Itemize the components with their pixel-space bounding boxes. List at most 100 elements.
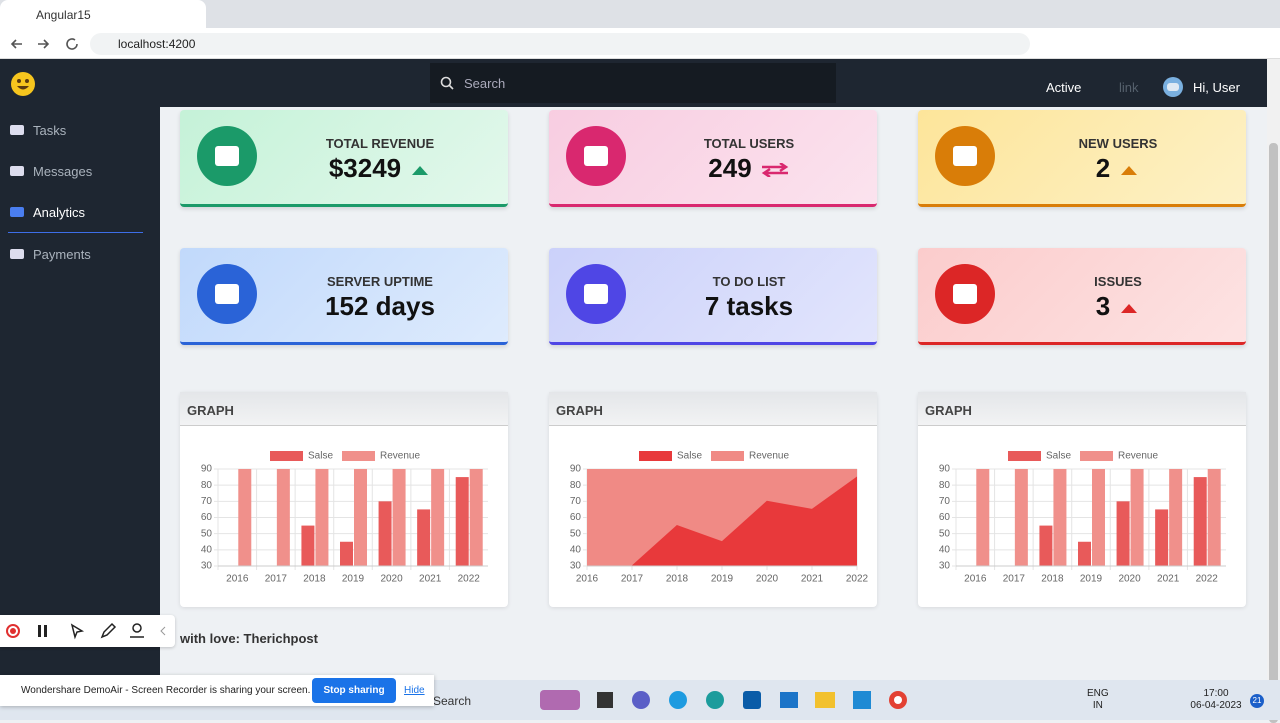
- sidebar-item[interactable]: Payments: [33, 247, 91, 262]
- legend-swatch: [342, 451, 375, 461]
- active-indicator: [8, 232, 143, 233]
- icon-shape: [10, 166, 24, 176]
- stop-sharing-button[interactable]: Stop sharing: [312, 678, 396, 703]
- sidebar-icon: [10, 166, 24, 176]
- x-tick-label: 2021: [1157, 574, 1180, 585]
- clock[interactable]: 17:00 06-04-2023: [1188, 688, 1244, 712]
- trend-icon: [761, 161, 788, 179]
- notification-badge[interactable]: 21: [1250, 694, 1264, 708]
- bar: [1130, 469, 1144, 566]
- graph-title: GRAPH: [180, 392, 508, 426]
- card-value: 2: [1095, 153, 1111, 183]
- y-tick-label: 50: [201, 528, 213, 539]
- legend-swatch: [639, 451, 672, 461]
- plot-area: [587, 469, 857, 566]
- x-tick-label: 2017: [621, 574, 644, 585]
- y-tick-label: 40: [939, 544, 951, 555]
- x-tick-label: 2018: [666, 574, 689, 585]
- bar: [392, 469, 406, 566]
- sidebar-icon: [10, 125, 24, 135]
- user-menu[interactable]: Hi, User: [1193, 80, 1240, 95]
- card-value: 3: [1095, 291, 1111, 321]
- browser-tab[interactable]: Angular15: [0, 0, 206, 28]
- bar: [276, 469, 290, 566]
- time: 17:00: [1203, 688, 1229, 699]
- y-tick-label: 60: [570, 512, 582, 523]
- nav-link[interactable]: link: [1119, 80, 1139, 95]
- y-tick-label: 90: [201, 464, 213, 475]
- legend-swatch: [1008, 451, 1041, 461]
- card-value-row: $3249: [280, 153, 480, 184]
- area: [587, 476, 857, 566]
- search-box[interactable]: Search: [430, 63, 836, 103]
- lang-region: IN: [1092, 700, 1103, 711]
- taskbar-search[interactable]: Search: [433, 694, 472, 708]
- bar: [238, 469, 252, 566]
- y-tick-label: 80: [201, 480, 213, 491]
- legend-label: Salse: [1046, 451, 1071, 462]
- card-value-row: 3: [1018, 291, 1218, 322]
- scrollbar[interactable]: [1267, 59, 1280, 723]
- x-tick-label: 2019: [711, 574, 734, 585]
- x-tick-label: 2018: [1041, 574, 1064, 585]
- y-tick-label: 40: [570, 544, 582, 555]
- graph-card: GRAPH Salse Revenue 30 40 50 60 70 80 90 2016 2017 2…: [918, 392, 1246, 607]
- bar: [378, 501, 392, 566]
- legend-swatch: [711, 451, 744, 461]
- y-tick-label: 50: [939, 528, 951, 539]
- y-tick-label: 90: [570, 464, 582, 475]
- icon-shape: [10, 249, 24, 259]
- bar: [1078, 541, 1091, 566]
- nav-buttons[interactable]: [10, 36, 80, 52]
- bar: [1169, 469, 1183, 566]
- arrow-up: [412, 166, 429, 175]
- recorder-icons[interactable]: [0, 615, 175, 647]
- y-tick-label: 90: [939, 464, 951, 475]
- stat-card: ISSUES 3: [918, 248, 1246, 345]
- icon-glyph: [953, 284, 977, 304]
- bar: [1053, 469, 1067, 566]
- y-tick-label: 30: [570, 561, 582, 572]
- sidebar-item[interactable]: Tasks: [33, 123, 67, 138]
- sidebar-item[interactable]: Analytics: [33, 205, 86, 220]
- card-icon: [197, 264, 257, 324]
- graph-card: GRAPH Salse Revenue 30 40 50 60 70 80 90 2016 2017 2…: [549, 392, 877, 607]
- y-tick-label: 30: [939, 561, 951, 572]
- bar: [417, 509, 431, 566]
- y-tick-label: 30: [201, 561, 213, 572]
- share-message: Wondershare DemoAir - Screen Recorder is…: [21, 685, 311, 696]
- lang-code: ENG: [1087, 688, 1109, 699]
- nav-link[interactable]: Active: [1046, 80, 1082, 95]
- language[interactable]: ENG IN: [1087, 688, 1109, 712]
- taskbar-apps[interactable]: [540, 686, 920, 714]
- card-label: SERVER UPTIME: [327, 274, 433, 289]
- trend-icon: [1121, 304, 1138, 313]
- hide-link[interactable]: Hide: [404, 685, 425, 696]
- x-tick-label: 2017: [1003, 574, 1026, 585]
- bar: [1207, 469, 1221, 566]
- y-tick-label: 70: [570, 496, 582, 507]
- card-label: TOTAL USERS: [703, 136, 795, 151]
- arrow-swap: [761, 161, 788, 179]
- x-tick-label: 2022: [458, 574, 481, 585]
- sidebar: Tasks Messages Analytics Payments: [0, 107, 160, 680]
- stat-card: TOTAL USERS 249: [549, 110, 877, 207]
- card-value: 249: [708, 153, 752, 183]
- scroll-thumb[interactable]: [1269, 143, 1278, 723]
- x-tick-label: 2021: [801, 574, 824, 585]
- card-value: 7 tasks: [704, 291, 794, 321]
- sidebar-item[interactable]: Messages: [33, 164, 93, 179]
- graph-title: GRAPH: [918, 392, 1246, 426]
- bar: [1092, 469, 1105, 566]
- stat-card: TO DO LIST 7 tasks: [549, 248, 877, 345]
- x-tick-label: 2019: [1080, 574, 1103, 585]
- y-tick-label: 60: [201, 512, 213, 523]
- y-tick-label: 80: [570, 480, 582, 491]
- card-label: ISSUES: [1094, 274, 1142, 289]
- x-tick-label: 2020: [1118, 574, 1141, 585]
- address-bar[interactable]: localhost:4200: [90, 33, 1030, 55]
- x-tick-label: 2018: [303, 574, 326, 585]
- bar: [354, 469, 367, 566]
- icon-shape: [10, 125, 24, 135]
- card-label: TO DO LIST: [712, 274, 786, 289]
